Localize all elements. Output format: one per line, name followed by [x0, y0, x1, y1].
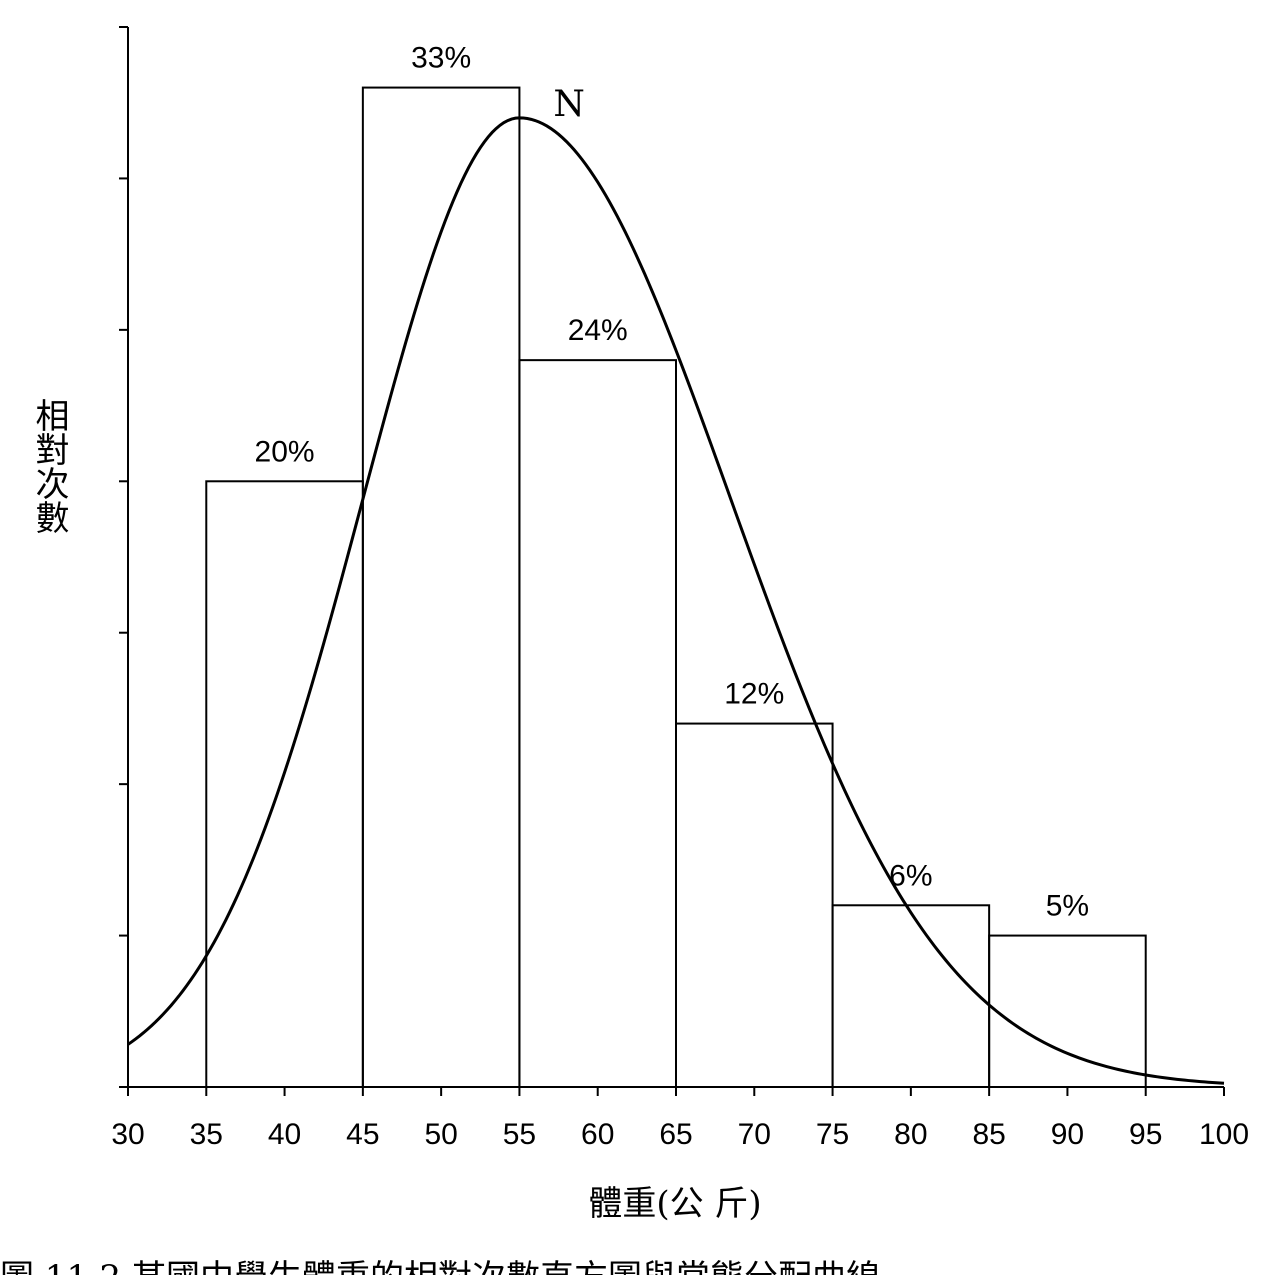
x-tick-label: 65: [659, 1118, 692, 1151]
x-tick-label: 95: [1129, 1118, 1162, 1151]
x-tick-label: 55: [503, 1118, 536, 1151]
x-tick-label: 80: [894, 1118, 927, 1151]
y-axis: [119, 26, 129, 1087]
x-tick-label: 60: [581, 1118, 614, 1151]
x-axis: 30 35 40 45 50 55 60 65 70 75 80 85 90 95 100: [111, 1086, 1249, 1151]
x-tick-label: 85: [972, 1118, 1005, 1151]
x-tick-label: 70: [738, 1118, 771, 1151]
histogram-bar: [361, 86, 521, 1089]
bar-value-label: 33%: [411, 42, 471, 75]
histogram-bars: 20%33%24%12%6%5%: [205, 42, 1147, 1089]
x-tick-label: 90: [1051, 1118, 1084, 1151]
x-tick-label: 75: [816, 1118, 849, 1151]
x-tick-label: 45: [346, 1118, 379, 1151]
histogram-bar: [205, 480, 364, 1088]
x-tick-label: 35: [190, 1118, 223, 1151]
histogram-bar: [831, 904, 991, 1088]
x-tick-label: 100: [1199, 1118, 1249, 1151]
histogram-bar: [988, 934, 1147, 1088]
curve-label-N: N: [553, 84, 585, 125]
x-axis-label: 體重(公 斤): [588, 1184, 762, 1224]
bar-value-label: 5%: [1046, 890, 1089, 923]
histogram-bar: [675, 722, 834, 1088]
x-tick-label: 40: [268, 1118, 301, 1151]
figure-caption: 圖 11-2 某國中學生體重的相對次數直方圖與常態分配曲線: [0, 1258, 1273, 1275]
bar-value-label: 12%: [724, 678, 784, 711]
x-tick-label: 30: [111, 1118, 144, 1151]
bar-value-label: 24%: [568, 314, 628, 347]
x-tick-label: 50: [424, 1118, 457, 1151]
histogram-bar: [518, 359, 678, 1088]
bar-value-label: 20%: [255, 435, 315, 468]
y-axis-label: 相對次數: [29, 398, 69, 534]
normal-curve: [127, 116, 1225, 1085]
